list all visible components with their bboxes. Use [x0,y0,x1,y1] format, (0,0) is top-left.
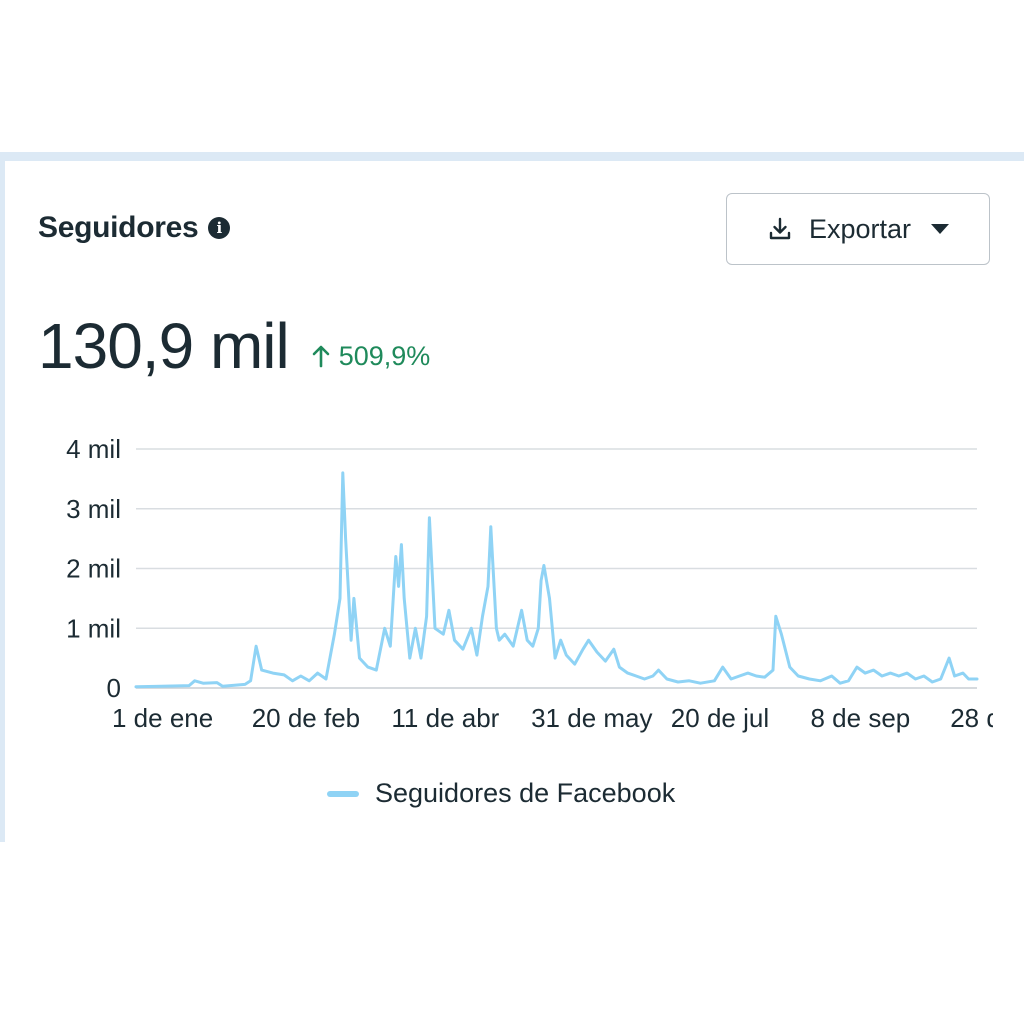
x-tick-label: 31 de may [531,703,652,733]
y-tick-label: 3 mil [66,494,121,524]
x-tick-label: 20 de jul [671,703,769,733]
legend-swatch [327,790,359,797]
export-button[interactable]: Exportar [726,193,990,265]
legend-label: Seguidores de Facebook [375,778,676,808]
export-button-label: Exportar [808,213,912,244]
x-axis-labels: 1 de ene 20 de feb 11 de abr 31 de may 20 de… [112,703,1024,733]
metric-summary: 130,9 mil 509,9% [38,309,430,383]
x-tick-label: 11 de abr [391,703,499,733]
delta-percent: 509,9% [338,340,431,371]
y-tick-label: 1 mil [66,613,121,643]
y-tick-label: 2 mil [66,554,121,584]
followers-card: Seguidores i Exportar 130,9 mil 509,9% 0… [5,161,1024,842]
x-tick-label: 8 de sep [811,703,911,733]
x-tick-label: 1 de ene [112,703,213,733]
card-header: Seguidores i [38,211,231,245]
y-tick-label: 4 mil [66,434,121,464]
y-tick-label: 0 [107,673,121,703]
followers-line-chart: 0 1 mil 2 mil 3 mil 4 mil 1 de ene 20 de feb 11… [66,434,1024,733]
download-icon [769,217,791,240]
followers-total: 130,9 mil [38,310,290,382]
chart-legend[interactable]: Seguidores de Facebook [327,778,675,809]
panel-frame-top [0,152,1024,161]
arrow-up-icon [312,345,329,368]
caret-down-icon [931,224,950,234]
card-title: Seguidores [38,211,199,244]
info-icon[interactable]: i [208,217,231,239]
x-tick-label: 20 de feb [252,703,360,733]
panel-frame-left [0,152,5,842]
followers-delta: 509,9% [311,340,431,372]
series-line-facebook-followers[interactable] [134,471,979,689]
x-tick-label: 28 de d [950,703,1024,733]
